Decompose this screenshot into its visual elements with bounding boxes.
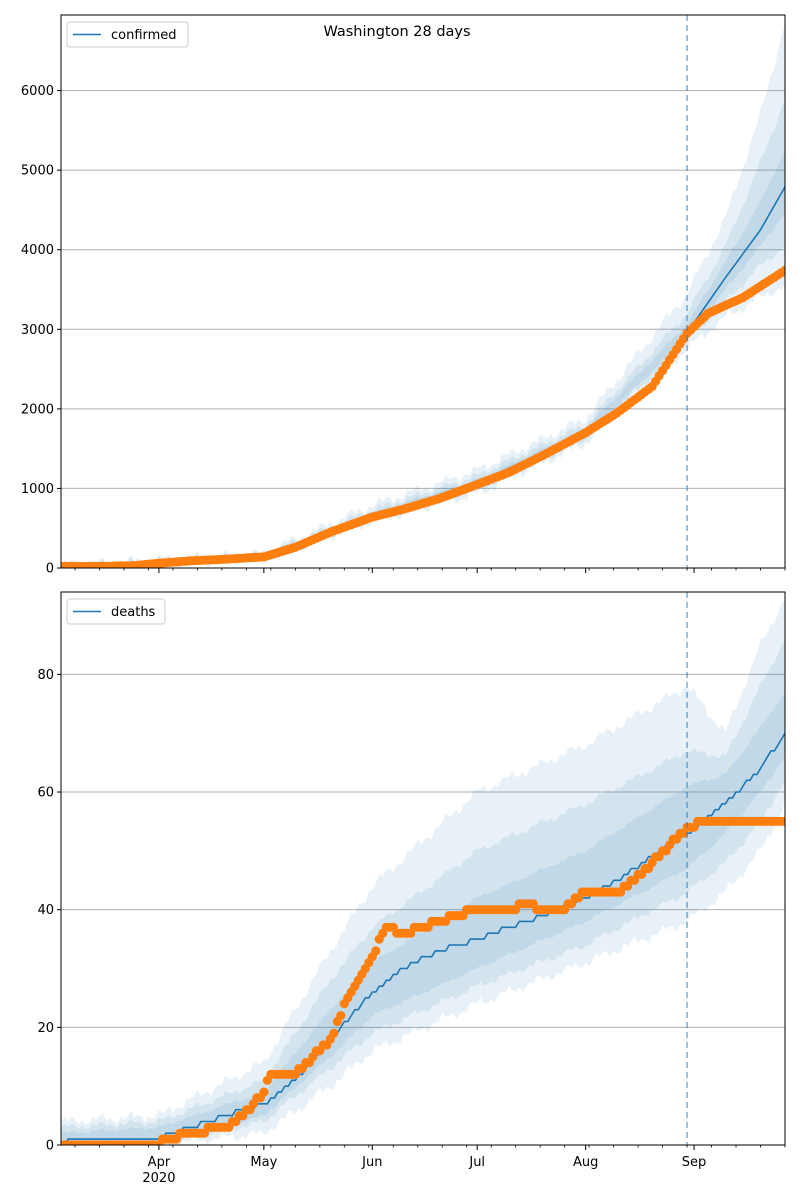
legend: confirmed [66, 21, 189, 48]
observed-points [61, 816, 785, 1145]
y-tick-label: 5000 [21, 164, 54, 179]
observed-point [336, 1011, 346, 1021]
axes-frame [60, 14, 786, 569]
uncertainty-bands [61, 25, 785, 568]
y-tick-label: 3000 [21, 323, 54, 338]
deaths-panel: 0 20 40 60 80 Apr May Jun Jul Aug Sep 2020 deaths [37, 591, 786, 1186]
legend-box [66, 598, 166, 625]
observed-points [61, 265, 785, 568]
legend-box [66, 21, 189, 48]
x-tick-label: Jun [361, 1155, 382, 1170]
x-year-label: 2020 [142, 1171, 175, 1186]
y-tick-label: 40 [37, 903, 54, 918]
uncertainty-bands [61, 599, 785, 1145]
x-tick-label: Jul [468, 1155, 485, 1170]
figure-title: Washington 28 days [323, 24, 470, 40]
observed-point [329, 1028, 339, 1038]
observed-point [780, 816, 785, 826]
y-tick-label: 6000 [21, 84, 54, 99]
x-tick-label: Aug [573, 1155, 598, 1170]
legend: deaths [66, 598, 166, 625]
band-2 [61, 640, 785, 1145]
observed-point [259, 1087, 269, 1097]
band-1 [61, 599, 785, 1145]
observed-point [780, 265, 785, 275]
y-tick-label: 0 [46, 1139, 54, 1154]
axes-frame [60, 591, 786, 1146]
x-tick-label: May [250, 1155, 277, 1170]
y-tick-label: 4000 [21, 243, 54, 258]
y-tick-label: 60 [37, 786, 54, 801]
model-line [61, 186, 785, 568]
y-tick-label: 20 [37, 1021, 54, 1036]
observed-point [371, 946, 381, 956]
y-tick-label: 1000 [21, 482, 54, 497]
x-tick-label: Apr [148, 1155, 171, 1170]
y-tick-label: 2000 [21, 402, 54, 417]
legend-label: confirmed [111, 28, 177, 43]
grid [61, 90, 785, 569]
band-1 [61, 25, 785, 568]
confirmed-panel: 0 1000 2000 3000 4000 5000 6000 confirmed [21, 14, 786, 577]
y-tick-label: 0 [46, 562, 54, 577]
y-tick-label: 80 [37, 668, 54, 683]
legend-label: deaths [111, 605, 156, 620]
x-tick-label: Sep [682, 1155, 707, 1170]
